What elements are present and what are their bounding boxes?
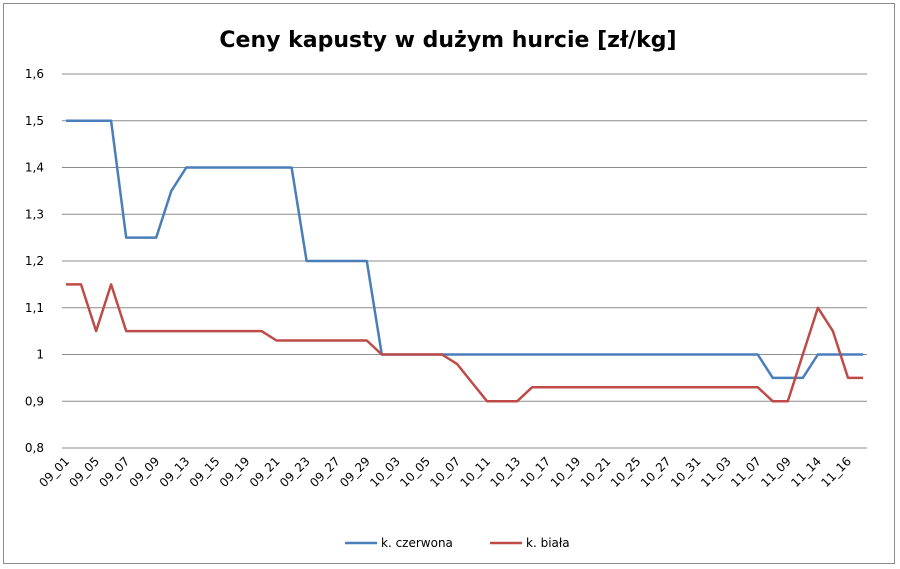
gridlines xyxy=(62,73,867,449)
x-tick-label: 10_19 xyxy=(548,454,584,490)
y-tick-label: 1,2 xyxy=(25,254,44,268)
legend-label: k. biała xyxy=(526,536,570,550)
y-tick-label: 1,3 xyxy=(25,207,44,221)
x-axis-tick-labels: 09_0109_0509_0709_0909_1309_1509_1909_21… xyxy=(36,454,854,490)
y-axis-tick-labels: 0,8 0,9 1 1,1 1,2 1,3 1,4 1,5 1,6 xyxy=(25,67,44,455)
series-line-k-czerwona xyxy=(66,119,863,380)
y-tick-label: 1,4 xyxy=(25,161,44,175)
y-tick-label: 0,8 xyxy=(25,441,44,455)
x-tick-label: 09_13 xyxy=(157,454,193,490)
x-tick-label: 09_23 xyxy=(277,454,313,490)
x-tick-label: 11_03 xyxy=(698,454,734,490)
x-tick-label: 11_09 xyxy=(758,454,794,490)
legend: k. czerwona k. biała xyxy=(345,536,570,550)
x-tick-label: 11_07 xyxy=(728,454,764,490)
y-tick-label: 1,1 xyxy=(25,301,44,315)
x-tick-label: 11_16 xyxy=(818,454,854,490)
x-tick-label: 10_21 xyxy=(578,454,614,490)
x-tick-label: 09_01 xyxy=(36,454,72,490)
x-tick-label: 09_27 xyxy=(307,454,343,490)
x-tick-label: 10_05 xyxy=(397,454,433,490)
x-tick-label: 09_15 xyxy=(187,454,223,490)
y-tick-label: 1 xyxy=(36,348,44,362)
chart-title: Ceny kapusty w dużym hurcie [zł/kg] xyxy=(219,28,676,53)
x-tick-label: 10_03 xyxy=(367,454,403,490)
chart-frame xyxy=(3,3,895,564)
legend-label: k. czerwona xyxy=(381,536,453,550)
y-tick-label: 1,5 xyxy=(25,114,44,128)
x-tick-label: 10_13 xyxy=(488,454,524,490)
x-tick-label: 09_19 xyxy=(217,454,253,490)
x-tick-label: 10_11 xyxy=(457,454,493,490)
x-tick-label: 10_27 xyxy=(638,454,674,490)
x-tick-label: 09_21 xyxy=(247,454,283,490)
series-line-k-biala xyxy=(66,283,863,403)
y-tick-label: 1,6 xyxy=(25,67,44,81)
y-tick-label: 0,9 xyxy=(25,394,44,408)
x-tick-label: 09_09 xyxy=(127,454,163,490)
x-tick-label: 10_17 xyxy=(518,454,554,490)
x-tick-label: 09_07 xyxy=(97,454,133,490)
x-tick-label: 10_31 xyxy=(668,454,704,490)
series-lines xyxy=(66,119,863,403)
x-tick-label: 10_25 xyxy=(608,454,644,490)
x-tick-label: 09_29 xyxy=(337,454,373,490)
x-tick-label: 09_05 xyxy=(66,454,102,490)
x-tick-label: 10_07 xyxy=(427,454,463,490)
x-tick-label: 11_14 xyxy=(788,454,824,490)
